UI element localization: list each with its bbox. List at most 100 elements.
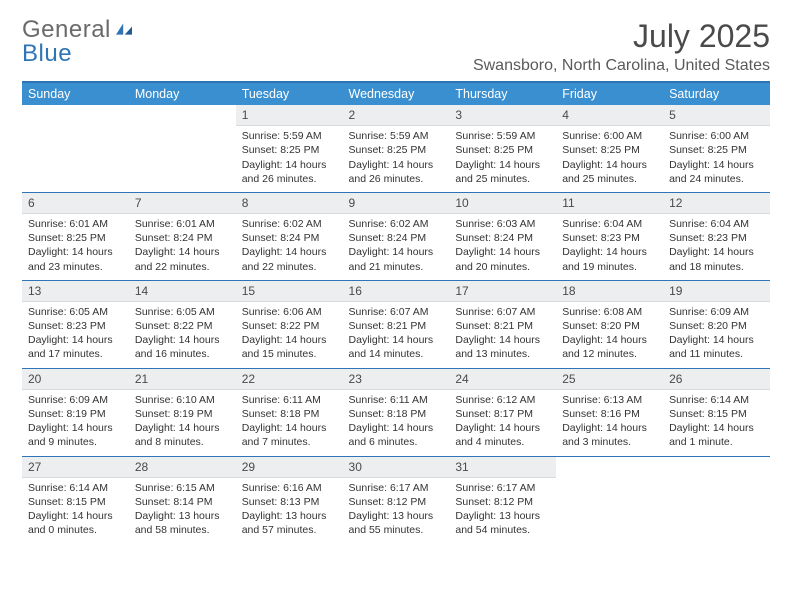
calendar-cell: 16Sunrise: 6:07 AMSunset: 8:21 PMDayligh… <box>343 280 450 368</box>
day-details: Sunrise: 6:15 AMSunset: 8:14 PMDaylight:… <box>129 478 236 544</box>
day-details: Sunrise: 6:07 AMSunset: 8:21 PMDaylight:… <box>449 302 556 368</box>
day-details: Sunrise: 6:04 AMSunset: 8:23 PMDaylight:… <box>663 214 770 280</box>
calendar-cell: 19Sunrise: 6:09 AMSunset: 8:20 PMDayligh… <box>663 280 770 368</box>
calendar-table: SundayMondayTuesdayWednesdayThursdayFrid… <box>22 83 770 543</box>
calendar-cell: 14Sunrise: 6:05 AMSunset: 8:22 PMDayligh… <box>129 280 236 368</box>
day-header: Sunday <box>22 83 129 105</box>
calendar-cell: 8Sunrise: 6:02 AMSunset: 8:24 PMDaylight… <box>236 192 343 280</box>
calendar-cell: 31Sunrise: 6:17 AMSunset: 8:12 PMDayligh… <box>449 456 556 543</box>
day-header: Friday <box>556 83 663 105</box>
day-details: Sunrise: 6:05 AMSunset: 8:23 PMDaylight:… <box>22 302 129 368</box>
day-details: Sunrise: 5:59 AMSunset: 8:25 PMDaylight:… <box>343 126 450 192</box>
calendar-cell: 30Sunrise: 6:17 AMSunset: 8:12 PMDayligh… <box>343 456 450 543</box>
day-details: Sunrise: 6:00 AMSunset: 8:25 PMDaylight:… <box>663 126 770 192</box>
calendar-cell: 24Sunrise: 6:12 AMSunset: 8:17 PMDayligh… <box>449 368 556 456</box>
day-details: Sunrise: 6:08 AMSunset: 8:20 PMDaylight:… <box>556 302 663 368</box>
day-details: Sunrise: 6:02 AMSunset: 8:24 PMDaylight:… <box>236 214 343 280</box>
day-number: 1 <box>236 105 343 126</box>
calendar-cell: 18Sunrise: 6:08 AMSunset: 8:20 PMDayligh… <box>556 280 663 368</box>
day-header: Monday <box>129 83 236 105</box>
calendar-cell: 9Sunrise: 6:02 AMSunset: 8:24 PMDaylight… <box>343 192 450 280</box>
calendar-cell: 4Sunrise: 6:00 AMSunset: 8:25 PMDaylight… <box>556 105 663 192</box>
day-details: Sunrise: 6:01 AMSunset: 8:25 PMDaylight:… <box>22 214 129 280</box>
calendar-week: ....1Sunrise: 5:59 AMSunset: 8:25 PMDayl… <box>22 105 770 192</box>
day-number: 16 <box>343 281 450 302</box>
day-details: Sunrise: 6:14 AMSunset: 8:15 PMDaylight:… <box>22 478 129 544</box>
day-number: 19 <box>663 281 770 302</box>
calendar-cell: .. <box>129 105 236 192</box>
day-number: 31 <box>449 457 556 478</box>
day-number: 20 <box>22 369 129 390</box>
day-details: Sunrise: 6:11 AMSunset: 8:18 PMDaylight:… <box>343 390 450 456</box>
brand-part2: Blue <box>22 40 72 67</box>
day-details: Sunrise: 6:09 AMSunset: 8:20 PMDaylight:… <box>663 302 770 368</box>
calendar-week: 20Sunrise: 6:09 AMSunset: 8:19 PMDayligh… <box>22 368 770 456</box>
day-details: Sunrise: 6:12 AMSunset: 8:17 PMDaylight:… <box>449 390 556 456</box>
day-details: Sunrise: 6:04 AMSunset: 8:23 PMDaylight:… <box>556 214 663 280</box>
day-number: 22 <box>236 369 343 390</box>
calendar-cell: 12Sunrise: 6:04 AMSunset: 8:23 PMDayligh… <box>663 192 770 280</box>
header-bar: GeneralBlue July 2025 Swansboro, North C… <box>22 18 770 75</box>
day-details: Sunrise: 5:59 AMSunset: 8:25 PMDaylight:… <box>449 126 556 192</box>
day-number: 7 <box>129 193 236 214</box>
day-number: 11 <box>556 193 663 214</box>
day-header: Wednesday <box>343 83 450 105</box>
day-number: 4 <box>556 105 663 126</box>
day-number: 15 <box>236 281 343 302</box>
day-details: Sunrise: 6:01 AMSunset: 8:24 PMDaylight:… <box>129 214 236 280</box>
calendar-cell: 28Sunrise: 6:15 AMSunset: 8:14 PMDayligh… <box>129 456 236 543</box>
calendar-cell: 26Sunrise: 6:14 AMSunset: 8:15 PMDayligh… <box>663 368 770 456</box>
month-title: July 2025 <box>473 18 770 55</box>
day-header: Tuesday <box>236 83 343 105</box>
day-number: 6 <box>22 193 129 214</box>
calendar-cell: 1Sunrise: 5:59 AMSunset: 8:25 PMDaylight… <box>236 105 343 192</box>
calendar-cell: 13Sunrise: 6:05 AMSunset: 8:23 PMDayligh… <box>22 280 129 368</box>
calendar-cell: 10Sunrise: 6:03 AMSunset: 8:24 PMDayligh… <box>449 192 556 280</box>
calendar-body: ....1Sunrise: 5:59 AMSunset: 8:25 PMDayl… <box>22 105 770 543</box>
day-number: 26 <box>663 369 770 390</box>
day-number: 9 <box>343 193 450 214</box>
calendar-week: 6Sunrise: 6:01 AMSunset: 8:25 PMDaylight… <box>22 192 770 280</box>
calendar-week: 27Sunrise: 6:14 AMSunset: 8:15 PMDayligh… <box>22 456 770 543</box>
day-details: Sunrise: 6:06 AMSunset: 8:22 PMDaylight:… <box>236 302 343 368</box>
brand-part1: General <box>22 16 111 43</box>
day-number: 23 <box>343 369 450 390</box>
calendar-cell: 23Sunrise: 6:11 AMSunset: 8:18 PMDayligh… <box>343 368 450 456</box>
location-text: Swansboro, North Carolina, United States <box>473 57 770 75</box>
day-number: 14 <box>129 281 236 302</box>
calendar-cell: 2Sunrise: 5:59 AMSunset: 8:25 PMDaylight… <box>343 105 450 192</box>
day-number: 17 <box>449 281 556 302</box>
day-number: 3 <box>449 105 556 126</box>
day-details: Sunrise: 6:10 AMSunset: 8:19 PMDaylight:… <box>129 390 236 456</box>
calendar-cell: 22Sunrise: 6:11 AMSunset: 8:18 PMDayligh… <box>236 368 343 456</box>
day-details: Sunrise: 6:05 AMSunset: 8:22 PMDaylight:… <box>129 302 236 368</box>
calendar-cell: 6Sunrise: 6:01 AMSunset: 8:25 PMDaylight… <box>22 192 129 280</box>
day-details: Sunrise: 6:14 AMSunset: 8:15 PMDaylight:… <box>663 390 770 456</box>
day-details: Sunrise: 6:13 AMSunset: 8:16 PMDaylight:… <box>556 390 663 456</box>
day-details: Sunrise: 6:11 AMSunset: 8:18 PMDaylight:… <box>236 390 343 456</box>
day-number: 12 <box>663 193 770 214</box>
day-details: Sunrise: 6:03 AMSunset: 8:24 PMDaylight:… <box>449 214 556 280</box>
day-number: 30 <box>343 457 450 478</box>
day-details: Sunrise: 5:59 AMSunset: 8:25 PMDaylight:… <box>236 126 343 192</box>
day-details: Sunrise: 6:16 AMSunset: 8:13 PMDaylight:… <box>236 478 343 544</box>
day-header: Saturday <box>663 83 770 105</box>
day-number: 13 <box>22 281 129 302</box>
calendar-cell: 27Sunrise: 6:14 AMSunset: 8:15 PMDayligh… <box>22 456 129 543</box>
calendar-cell: 11Sunrise: 6:04 AMSunset: 8:23 PMDayligh… <box>556 192 663 280</box>
day-number: 28 <box>129 457 236 478</box>
day-details: Sunrise: 6:00 AMSunset: 8:25 PMDaylight:… <box>556 126 663 192</box>
day-header: Thursday <box>449 83 556 105</box>
calendar-cell: 3Sunrise: 5:59 AMSunset: 8:25 PMDaylight… <box>449 105 556 192</box>
day-number: 18 <box>556 281 663 302</box>
calendar-head: SundayMondayTuesdayWednesdayThursdayFrid… <box>22 83 770 105</box>
day-details: Sunrise: 6:09 AMSunset: 8:19 PMDaylight:… <box>22 390 129 456</box>
day-number: 24 <box>449 369 556 390</box>
day-number: 10 <box>449 193 556 214</box>
day-number: 29 <box>236 457 343 478</box>
calendar-cell: 25Sunrise: 6:13 AMSunset: 8:16 PMDayligh… <box>556 368 663 456</box>
sail-icon <box>113 21 135 37</box>
day-details: Sunrise: 6:17 AMSunset: 8:12 PMDaylight:… <box>343 478 450 544</box>
calendar-week: 13Sunrise: 6:05 AMSunset: 8:23 PMDayligh… <box>22 280 770 368</box>
calendar-cell: 20Sunrise: 6:09 AMSunset: 8:19 PMDayligh… <box>22 368 129 456</box>
